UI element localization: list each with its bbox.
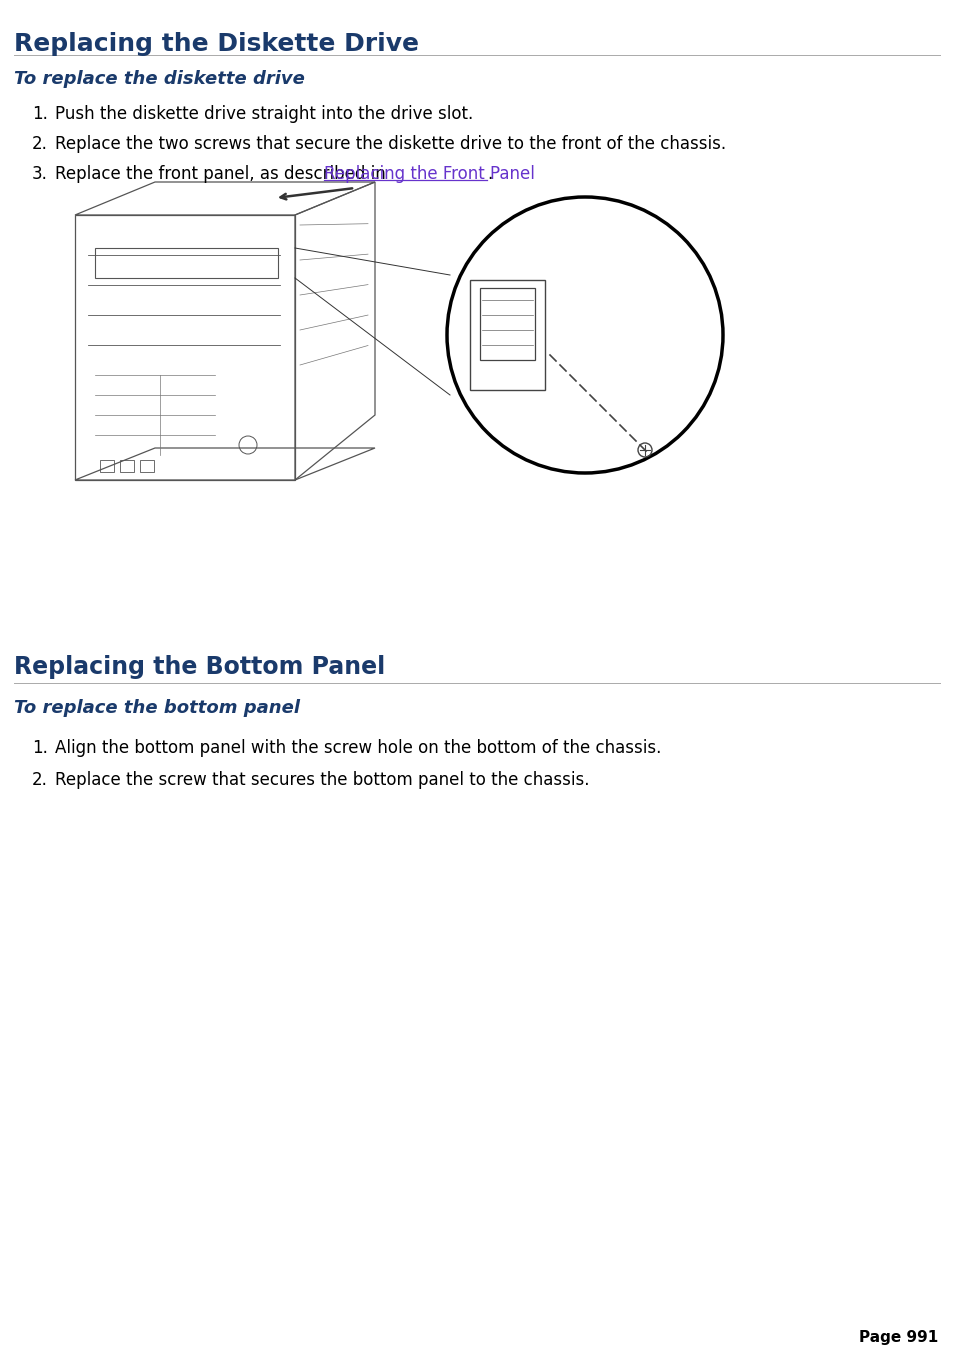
Text: Replacing the Front Panel: Replacing the Front Panel (323, 165, 534, 182)
Text: To replace the diskette drive: To replace the diskette drive (14, 70, 305, 88)
Text: Replace the front panel, as described in: Replace the front panel, as described in (55, 165, 391, 182)
Text: 3.: 3. (32, 165, 48, 182)
Text: Align the bottom panel with the screw hole on the bottom of the chassis.: Align the bottom panel with the screw ho… (55, 739, 660, 757)
Text: Replacing the Diskette Drive: Replacing the Diskette Drive (14, 32, 418, 55)
Text: Push the diskette drive straight into the drive slot.: Push the diskette drive straight into th… (55, 105, 473, 123)
Text: 2.: 2. (32, 771, 48, 789)
Text: Replacing the Bottom Panel: Replacing the Bottom Panel (14, 655, 385, 680)
Text: 1.: 1. (32, 105, 48, 123)
Text: 2.: 2. (32, 135, 48, 153)
Text: Replace the two screws that secure the diskette drive to the front of the chassi: Replace the two screws that secure the d… (55, 135, 725, 153)
Text: Page 991: Page 991 (858, 1329, 937, 1346)
Text: .: . (487, 165, 492, 182)
Text: Replace the screw that secures the bottom panel to the chassis.: Replace the screw that secures the botto… (55, 771, 589, 789)
Text: 1.: 1. (32, 739, 48, 757)
Text: To replace the bottom panel: To replace the bottom panel (14, 698, 299, 717)
